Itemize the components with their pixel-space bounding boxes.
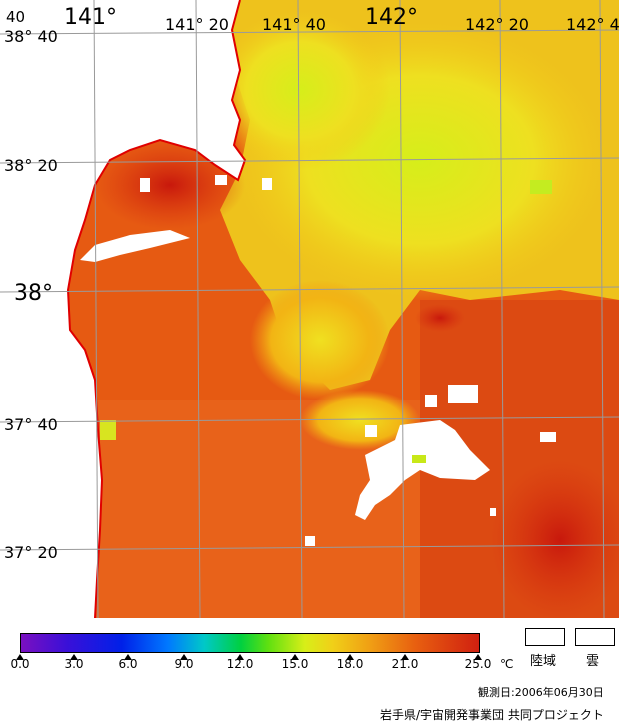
- tick-mark-6: [124, 654, 132, 660]
- cloud-main: [355, 420, 490, 520]
- lat-label-38: 38°: [14, 281, 53, 306]
- lon-label-142-40: 142° 4: [566, 15, 619, 34]
- sea-hot-bay: [95, 140, 245, 230]
- cloud-patch-8: [215, 175, 227, 185]
- cloud-coastal: [80, 230, 190, 262]
- lat-label-37-20: 37° 20: [4, 543, 58, 562]
- temperature-color-scale: [20, 633, 480, 653]
- tick-mark-15: [291, 654, 299, 660]
- credit-text: 岩手県/宇宙開発事業団 共同プロジェクト: [380, 708, 604, 722]
- land-west: [0, 0, 245, 618]
- land-key-label: 陸域: [530, 654, 557, 669]
- cloud-patch-4: [365, 425, 377, 437]
- sea-cool-lobe: [250, 280, 390, 400]
- coastline: [66, 0, 247, 618]
- sea-green-speck-3: [530, 180, 552, 194]
- cloud-patch-2: [425, 395, 437, 407]
- tick-label-18: 18.0: [336, 657, 364, 671]
- tick-mark-3: [70, 654, 78, 660]
- tick-mark-18: [346, 654, 354, 660]
- cloud-patch-5: [305, 536, 315, 546]
- tick-mark-0: [16, 654, 24, 660]
- tick-label-12: 12.0: [226, 657, 254, 671]
- tick-label-15: 15.0: [281, 657, 309, 671]
- lon-label-142-20: 142° 20: [465, 15, 529, 34]
- tick-mark-25: [474, 654, 482, 660]
- sea-green-speck-2: [100, 420, 116, 440]
- lon-label-141: 141°: [64, 5, 117, 30]
- unit-label: ℃: [500, 657, 514, 671]
- land-key-swatch: [525, 628, 565, 646]
- sea-hot-spot: [415, 304, 465, 332]
- cloud-key-label: 雲: [586, 654, 600, 669]
- lon-label-142: 142°: [365, 5, 418, 30]
- lat-label-38-40: 38° 40: [4, 27, 58, 46]
- cloud-patch-3: [540, 432, 556, 442]
- tick-mark-12: [236, 654, 244, 660]
- sea-cool-core2: [210, 10, 390, 170]
- sea-hot-south: [490, 460, 619, 618]
- lon-label-141-40: 141° 40: [262, 15, 326, 34]
- tick-mark-9: [180, 654, 188, 660]
- lat-label-38-20: 38° 20: [4, 156, 58, 175]
- tick-mark-21: [401, 654, 409, 660]
- tick-label-25: 25.0: [464, 657, 492, 671]
- tick-label-3: 3.0: [64, 657, 84, 671]
- graticule: [0, 0, 619, 618]
- tick-label-9: 9.0: [174, 657, 194, 671]
- sea-mid-band: [300, 390, 420, 450]
- cloud-patch-6: [490, 508, 496, 516]
- cloud-key-swatch: [575, 628, 615, 646]
- cloud-patch-7: [140, 178, 150, 192]
- corner-label: 40: [6, 8, 25, 26]
- sst-map: 40 141° 141° 20 141° 40 142° 142° 20 142…: [0, 0, 619, 618]
- observation-date: 観測日:2006年06月30日: [478, 686, 604, 699]
- tick-label-6: 6.0: [118, 657, 138, 671]
- cloud-patch-1: [448, 385, 478, 403]
- lat-label-37-40: 37° 40: [4, 415, 58, 434]
- tick-label-21: 21.0: [391, 657, 419, 671]
- tick-label-0: 0.0: [10, 657, 30, 671]
- sea-green-speck-1: [412, 455, 426, 463]
- cloud-patch-9: [262, 178, 272, 190]
- lon-label-141-20: 141° 20: [165, 15, 229, 34]
